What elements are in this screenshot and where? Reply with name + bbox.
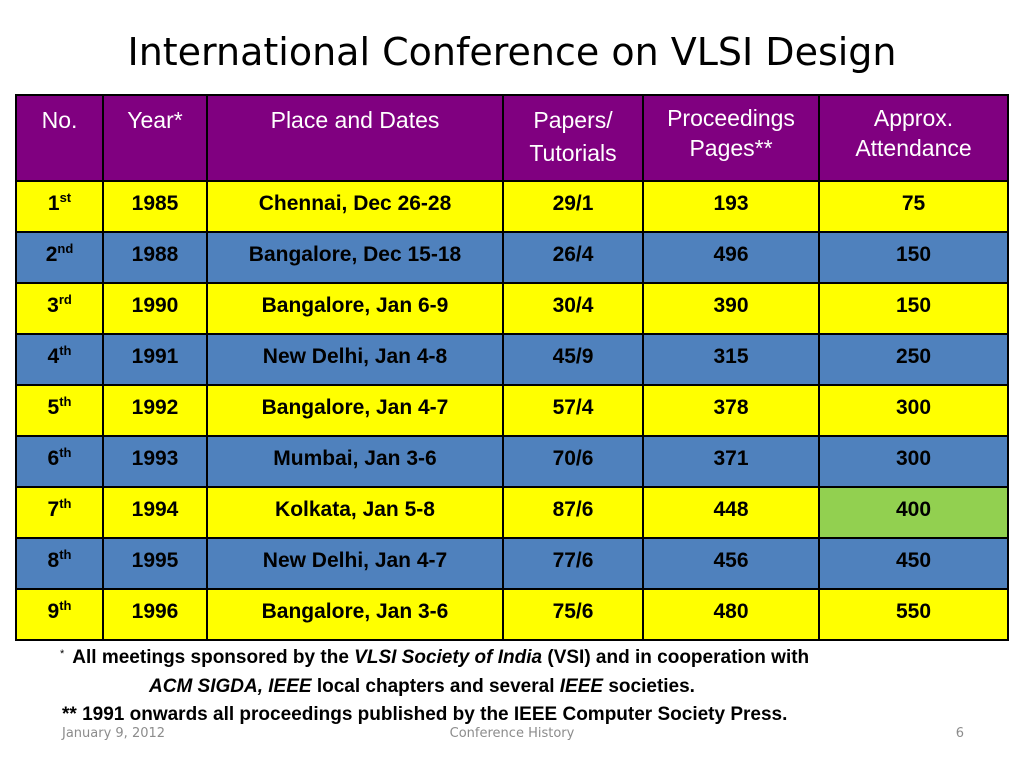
cell-no: 3rd — [15, 282, 104, 335]
cell-place: New Delhi, Jan 4-7 — [206, 537, 504, 590]
table-header-row: No. Year* Place and Dates Papers/Tutoria… — [15, 94, 1009, 182]
cell-attendance: 550 — [818, 588, 1009, 641]
cell-attendance: 450 — [818, 537, 1009, 590]
cell-place: Bangalore, Jan 6-9 — [206, 282, 504, 335]
cell-no: 5th — [15, 384, 104, 437]
cell-no: 2nd — [15, 231, 104, 284]
cell-papers: 26/4 — [502, 231, 644, 284]
cell-place: New Delhi, Jan 4-8 — [206, 333, 504, 386]
cell-year: 1991 — [102, 333, 208, 386]
footer-date: January 9, 2012 — [62, 726, 166, 741]
cell-year: 1988 — [102, 231, 208, 284]
header-place-dates: Place and Dates — [206, 94, 504, 182]
cell-attendance: 150 — [818, 231, 1009, 284]
cell-pages: 378 — [642, 384, 820, 437]
cell-no: 9th — [15, 588, 104, 641]
cell-year: 1994 — [102, 486, 208, 539]
cell-no: 6th — [15, 435, 104, 488]
table-row: 4th 1991 New Delhi, Jan 4-8 45/9 315 250 — [15, 333, 1009, 386]
conference-table: No. Year* Place and Dates Papers/Tutoria… — [15, 94, 1009, 641]
slide-title: International Conference on VLSI Design — [127, 30, 897, 74]
cell-pages: 193 — [642, 180, 820, 233]
cell-no: 1st — [15, 180, 104, 233]
cell-no: 8th — [15, 537, 104, 590]
cell-papers: 29/1 — [502, 180, 644, 233]
cell-attendance: 300 — [818, 435, 1009, 488]
footnote-sponsorship: * All meetings sponsored by the VLSI Soci… — [60, 647, 810, 697]
cell-year: 1993 — [102, 435, 208, 488]
cell-no: 7th — [15, 486, 104, 539]
footnote-star: * — [60, 648, 65, 660]
footnote-proceedings: ** 1991 onwards all proceedings publishe… — [62, 704, 788, 725]
cell-attendance: 300 — [818, 384, 1009, 437]
cell-year: 1996 — [102, 588, 208, 641]
footer-title: Conference History — [449, 726, 575, 741]
cell-attendance: 75 — [818, 180, 1009, 233]
cell-place: Chennai, Dec 26-28 — [206, 180, 504, 233]
cell-papers: 77/6 — [502, 537, 644, 590]
cell-year: 1985 — [102, 180, 208, 233]
cell-place: Mumbai, Jan 3-6 — [206, 435, 504, 488]
table-row: 2nd 1988 Bangalore, Dec 15-18 26/4 496 150 — [15, 231, 1009, 284]
cell-year: 1995 — [102, 537, 208, 590]
table-row: 5th 1992 Bangalore, Jan 4-7 57/4 378 300 — [15, 384, 1009, 437]
header-proceedings-pages: Proceedings Pages** — [642, 94, 820, 182]
table-row: 7th 1994 Kolkata, Jan 5-8 87/6 448 400 — [15, 486, 1009, 539]
cell-pages: 390 — [642, 282, 820, 335]
table-row: 9th 1996 Bangalore, Jan 3-6 75/6 480 550 — [15, 588, 1009, 641]
table-row: 6th 1993 Mumbai, Jan 3-6 70/6 371 300 — [15, 435, 1009, 488]
cell-pages: 448 — [642, 486, 820, 539]
cell-pages: 371 — [642, 435, 820, 488]
cell-place: Kolkata, Jan 5-8 — [206, 486, 504, 539]
cell-papers: 45/9 — [502, 333, 644, 386]
cell-papers: 87/6 — [502, 486, 644, 539]
cell-place: Bangalore, Dec 15-18 — [206, 231, 504, 284]
cell-pages: 315 — [642, 333, 820, 386]
cell-papers: 70/6 — [502, 435, 644, 488]
cell-pages: 456 — [642, 537, 820, 590]
table-row: 3rd 1990 Bangalore, Jan 6-9 30/4 390 150 — [15, 282, 1009, 335]
table-row: 1st 1985 Chennai, Dec 26-28 29/1 193 75 — [15, 180, 1009, 233]
footer-page-number: 6 — [955, 726, 964, 741]
cell-pages: 496 — [642, 231, 820, 284]
cell-attendance: 250 — [818, 333, 1009, 386]
cell-year: 1992 — [102, 384, 208, 437]
cell-attendance: 150 — [818, 282, 1009, 335]
cell-no: 4th — [15, 333, 104, 386]
cell-pages: 480 — [642, 588, 820, 641]
header-papers-tutorials: Papers/Tutorials — [502, 94, 644, 182]
cell-year: 1990 — [102, 282, 208, 335]
table-row: 8th 1995 New Delhi, Jan 4-7 77/6 456 450 — [15, 537, 1009, 590]
cell-papers: 57/4 — [502, 384, 644, 437]
cell-place: Bangalore, Jan 3-6 — [206, 588, 504, 641]
cell-place: Bangalore, Jan 4-7 — [206, 384, 504, 437]
header-year: Year* — [102, 94, 208, 182]
header-no: No. — [15, 94, 104, 182]
cell-attendance: 400 — [818, 486, 1009, 539]
header-attendance: Approx. Attendance — [818, 94, 1009, 182]
cell-papers: 75/6 — [502, 588, 644, 641]
cell-papers: 30/4 — [502, 282, 644, 335]
